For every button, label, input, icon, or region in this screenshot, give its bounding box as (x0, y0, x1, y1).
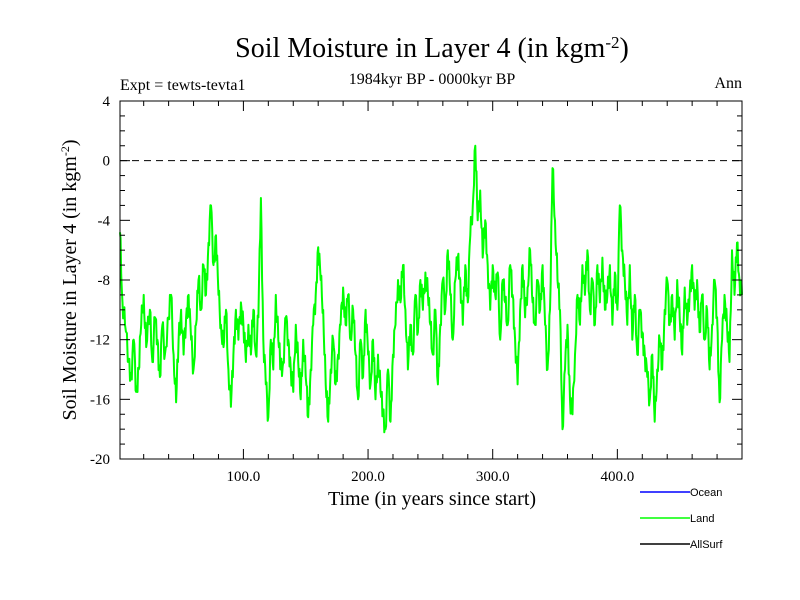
x-tick-label: 200.0 (351, 469, 385, 485)
x-tick-label: 400.0 (600, 469, 634, 485)
x-axis-label: Time (in years since start) (328, 488, 536, 510)
chart-title-close: ) (620, 33, 629, 64)
legend: Ocean Land AllSurf (640, 487, 723, 551)
y-tick-label: 0 (103, 154, 111, 170)
season-label: Ann (714, 75, 742, 92)
tick-group (120, 101, 742, 459)
x-tick-label: 100.0 (227, 469, 261, 485)
y-tick-label: -12 (90, 333, 110, 349)
chart-title-main: Soil Moisture in Layer 4 (in kgm (235, 33, 605, 64)
series-line-land (119, 144, 743, 434)
y-axis-label-main: Soil Moisture in Layer 4 (in kgm (59, 156, 81, 421)
y-tick-label: -8 (98, 273, 111, 289)
series-group (119, 144, 743, 434)
y-tick-label: 4 (103, 94, 111, 110)
x-tick-label: 300.0 (476, 469, 510, 485)
chart-title: Soil Moisture in Layer 4 (in kgm-2) (235, 33, 629, 65)
legend-label-ocean: Ocean (690, 487, 722, 499)
legend-label-land: Land (690, 513, 714, 525)
y-tick-labels: 4 0 -4 -8 -12 -16 -20 (90, 94, 111, 468)
y-axis-label: Soil Moisture in Layer 4 (in kgm-2) (58, 139, 81, 420)
y-tick-label: -16 (90, 392, 110, 408)
chart-subtitle: 1984kyr BP - 0000kyr BP (349, 71, 516, 88)
y-tick-label: -20 (90, 452, 110, 468)
expt-label: Expt = tewts-tevta1 (120, 77, 245, 94)
x-tick-labels: 100.0 200.0 300.0 400.0 (227, 469, 635, 485)
y-tick-label: -4 (98, 213, 111, 229)
y-axis-label-sup: -2 (58, 146, 72, 156)
legend-label-allsurf: AllSurf (690, 539, 723, 551)
y-axis-label-close: ) (59, 139, 81, 146)
chart-title-sup: -2 (605, 33, 619, 52)
